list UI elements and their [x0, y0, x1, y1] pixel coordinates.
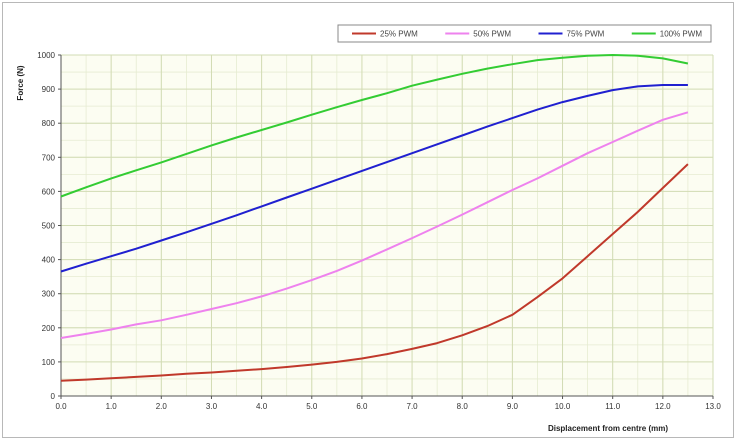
- y-tick-label: 400: [42, 256, 56, 265]
- legend-box: [337, 24, 712, 43]
- y-tick-label: 100: [42, 358, 56, 367]
- y-tick-label: 300: [42, 290, 56, 299]
- x-tick-label: 0.0: [55, 402, 67, 411]
- x-tick-label: 8.0: [457, 402, 469, 411]
- legend-label: 50% PWM: [473, 30, 511, 39]
- series-line-1: [60, 163, 689, 382]
- x-tick-label: 12.0: [655, 402, 671, 411]
- series-line-3: [60, 84, 688, 273]
- y-tick-label: 600: [42, 187, 56, 196]
- x-tick-label: 4.0: [256, 402, 268, 411]
- x-tick-label: 5.0: [306, 402, 318, 411]
- x-tick-label: 9.0: [507, 402, 519, 411]
- x-tick-label: 10.0: [555, 402, 571, 411]
- x-tick-label: 3.0: [206, 402, 218, 411]
- legend-label: 75% PWM: [567, 30, 605, 39]
- x-tick-label: 7.0: [407, 402, 419, 411]
- legend-label: 25% PWM: [380, 30, 418, 39]
- legend-label: 100% PWM: [660, 30, 703, 39]
- y-tick-label: 700: [42, 153, 56, 162]
- x-tick-label: 11.0: [605, 402, 621, 411]
- series-line-2: [60, 111, 689, 339]
- y-tick-label: 800: [42, 119, 56, 128]
- y-axis-label: Force (N): [16, 65, 25, 100]
- y-tick-label: 1000: [37, 51, 55, 60]
- axes: 0.0 1.0 2.0 3.0 4.0 5.0 6.0 7.0 8.0 9.0 10.0 11.0 12…: [37, 51, 721, 411]
- y-tick-label: 500: [42, 222, 56, 231]
- x-axis-label: Displacement from centre (mm): [548, 424, 668, 433]
- x-tick-label: 6.0: [356, 402, 368, 411]
- series-line-4: [60, 54, 689, 198]
- y-tick-label: 200: [42, 324, 56, 333]
- y-tick-label: 900: [42, 85, 56, 94]
- x-tick-label: 1.0: [106, 402, 118, 411]
- y-tick-label: 0: [51, 392, 56, 401]
- force-displacement-chart: 0.0 1.0 2.0 3.0 4.0 5.0 6.0 7.0 8.0 9.0 10.0 11.0 12…: [16, 24, 721, 433]
- series-lines: [60, 54, 689, 382]
- x-tick-label: 13.0: [705, 402, 721, 411]
- x-tick-label: 2.0: [156, 402, 168, 411]
- legend: 25% PWM 50% PWM 75% PWM 100% PWM: [337, 24, 712, 43]
- grid: [60, 54, 714, 397]
